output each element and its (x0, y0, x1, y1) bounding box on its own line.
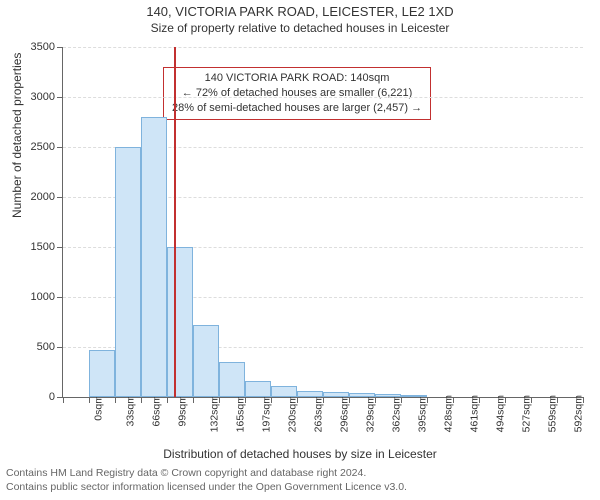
y-tick-label: 1000 (31, 291, 63, 303)
histogram-bar (401, 395, 427, 398)
histogram-bar (219, 362, 245, 397)
x-tick (193, 397, 194, 403)
reference-line (174, 47, 176, 397)
x-tick (167, 397, 168, 403)
histogram-bar (375, 394, 401, 397)
histogram-bar (245, 381, 271, 397)
annotation-line1: 140 VICTORIA PARK ROAD: 140sqm (172, 71, 422, 86)
x-tick (349, 397, 350, 403)
histogram-bar (297, 391, 323, 397)
histogram-bar (349, 393, 375, 398)
x-tick (479, 397, 480, 403)
x-tick-label: 66sqm (151, 395, 163, 427)
x-tick (115, 397, 116, 403)
x-axis-title: Distribution of detached houses by size … (0, 447, 600, 461)
x-tick (453, 397, 454, 403)
gridline (63, 97, 583, 98)
histogram-bar (115, 147, 141, 397)
x-tick (141, 397, 142, 403)
x-tick (219, 397, 220, 403)
y-tick-label: 0 (49, 391, 63, 403)
histogram-bar (271, 386, 297, 397)
page-subtitle: Size of property relative to detached ho… (0, 21, 600, 35)
x-tick (323, 397, 324, 403)
x-tick-label: 0sqm (93, 395, 105, 421)
annotation-box: 140 VICTORIA PARK ROAD: 140sqm ← 72% of … (163, 67, 431, 120)
footer-line1: Contains HM Land Registry data © Crown c… (6, 467, 594, 481)
annotation-line2: ← 72% of detached houses are smaller (6,… (172, 86, 422, 101)
y-tick-label: 2500 (31, 141, 63, 153)
footer: Contains HM Land Registry data © Crown c… (0, 465, 600, 498)
y-axis-title: Number of detached properties (10, 53, 24, 218)
x-tick (271, 397, 272, 403)
histogram-bar (193, 325, 219, 397)
y-tick-label: 3000 (31, 91, 63, 103)
x-tick (505, 397, 506, 403)
y-tick-label: 1500 (31, 241, 63, 253)
chart-container: Number of detached properties 140 VICTOR… (0, 35, 600, 465)
footer-line2: Contains public sector information licen… (6, 481, 594, 495)
histogram-bar (167, 247, 193, 397)
gridline (63, 47, 583, 48)
x-tick (531, 397, 532, 403)
x-tick-label: 99sqm (177, 395, 189, 427)
x-tick (245, 397, 246, 403)
x-tick (63, 397, 64, 403)
y-tick-label: 3500 (31, 41, 63, 53)
annotation-line3: 28% of semi-detached houses are larger (… (172, 101, 422, 116)
x-tick (89, 397, 90, 403)
y-tick-label: 500 (37, 341, 63, 353)
x-tick (401, 397, 402, 403)
y-tick-label: 2000 (31, 191, 63, 203)
title-block: 140, VICTORIA PARK ROAD, LEICESTER, LE2 … (0, 0, 600, 35)
x-tick (297, 397, 298, 403)
page-title: 140, VICTORIA PARK ROAD, LEICESTER, LE2 … (0, 4, 600, 19)
histogram-bar (323, 392, 349, 398)
x-tick (557, 397, 558, 403)
histogram-bar (141, 117, 167, 397)
x-tick (427, 397, 428, 403)
plot-area: 140 VICTORIA PARK ROAD: 140sqm ← 72% of … (62, 47, 583, 398)
x-tick-label: 33sqm (125, 395, 137, 427)
x-tick (375, 397, 376, 403)
histogram-bar (89, 350, 115, 397)
x-tick (583, 397, 584, 403)
